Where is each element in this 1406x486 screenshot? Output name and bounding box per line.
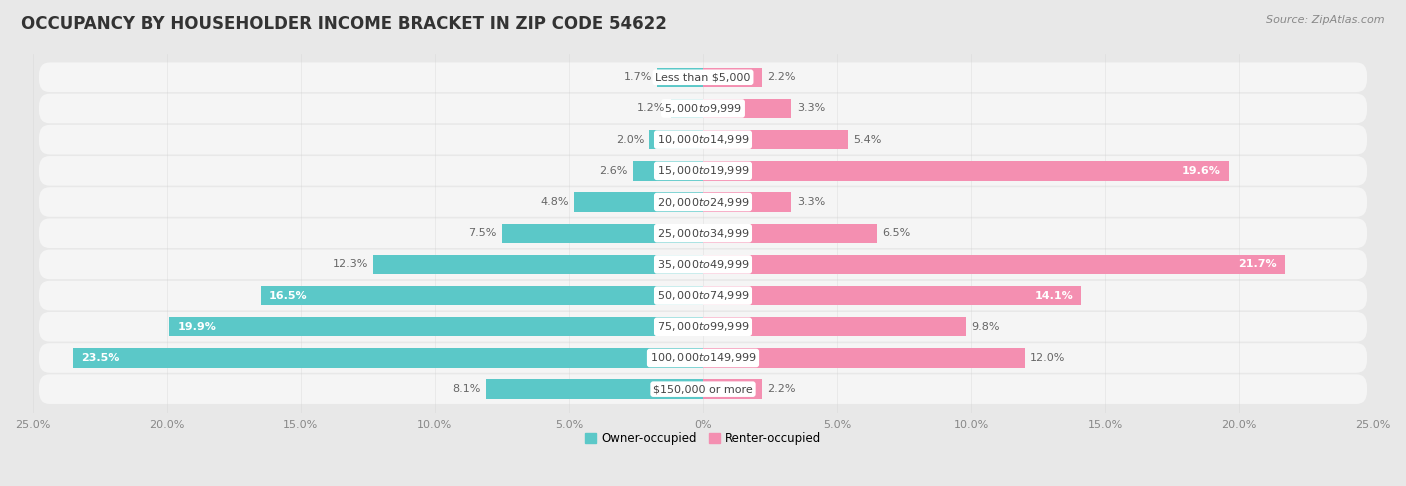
- Text: Less than $5,000: Less than $5,000: [655, 72, 751, 82]
- Bar: [703, 348, 1025, 367]
- FancyBboxPatch shape: [39, 281, 1367, 311]
- Text: 2.2%: 2.2%: [768, 384, 796, 394]
- Text: 19.9%: 19.9%: [177, 322, 217, 332]
- Text: $150,000 or more: $150,000 or more: [654, 384, 752, 394]
- Bar: [373, 255, 703, 274]
- FancyBboxPatch shape: [39, 63, 1367, 92]
- FancyBboxPatch shape: [39, 156, 1367, 186]
- Bar: [703, 161, 1229, 180]
- FancyBboxPatch shape: [39, 218, 1367, 248]
- FancyBboxPatch shape: [39, 125, 1367, 155]
- FancyBboxPatch shape: [39, 312, 1367, 342]
- Text: OCCUPANCY BY HOUSEHOLDER INCOME BRACKET IN ZIP CODE 54622: OCCUPANCY BY HOUSEHOLDER INCOME BRACKET …: [21, 15, 666, 33]
- Bar: [502, 224, 703, 243]
- Bar: [703, 130, 848, 149]
- FancyBboxPatch shape: [39, 343, 1367, 373]
- Text: 14.1%: 14.1%: [1035, 291, 1073, 301]
- Text: $100,000 to $149,999: $100,000 to $149,999: [650, 351, 756, 364]
- Text: 19.6%: 19.6%: [1181, 166, 1220, 176]
- Text: 7.5%: 7.5%: [468, 228, 496, 238]
- Text: 12.3%: 12.3%: [332, 260, 368, 269]
- FancyBboxPatch shape: [39, 94, 1367, 123]
- Bar: [671, 99, 703, 118]
- Text: 2.6%: 2.6%: [599, 166, 628, 176]
- Bar: [260, 286, 703, 305]
- Text: 3.3%: 3.3%: [797, 104, 825, 113]
- Text: $20,000 to $24,999: $20,000 to $24,999: [657, 195, 749, 208]
- Bar: [703, 192, 792, 212]
- Bar: [73, 348, 703, 367]
- Bar: [703, 286, 1081, 305]
- Text: 21.7%: 21.7%: [1239, 260, 1277, 269]
- Text: 2.0%: 2.0%: [616, 135, 644, 145]
- Text: Source: ZipAtlas.com: Source: ZipAtlas.com: [1267, 15, 1385, 25]
- Text: 12.0%: 12.0%: [1031, 353, 1066, 363]
- Text: 6.5%: 6.5%: [883, 228, 911, 238]
- Text: $10,000 to $14,999: $10,000 to $14,999: [657, 133, 749, 146]
- Text: 1.2%: 1.2%: [637, 104, 665, 113]
- Bar: [703, 317, 966, 336]
- Text: 16.5%: 16.5%: [269, 291, 308, 301]
- FancyBboxPatch shape: [39, 250, 1367, 279]
- Bar: [633, 161, 703, 180]
- Text: $5,000 to $9,999: $5,000 to $9,999: [664, 102, 742, 115]
- Bar: [703, 380, 762, 399]
- Text: 1.7%: 1.7%: [624, 72, 652, 82]
- Bar: [170, 317, 703, 336]
- Text: $75,000 to $99,999: $75,000 to $99,999: [657, 320, 749, 333]
- Text: 5.4%: 5.4%: [853, 135, 882, 145]
- Bar: [486, 380, 703, 399]
- Text: 8.1%: 8.1%: [453, 384, 481, 394]
- Bar: [703, 224, 877, 243]
- Text: 4.8%: 4.8%: [540, 197, 569, 207]
- FancyBboxPatch shape: [39, 374, 1367, 404]
- Bar: [703, 99, 792, 118]
- Text: 2.2%: 2.2%: [768, 72, 796, 82]
- Text: $25,000 to $34,999: $25,000 to $34,999: [657, 226, 749, 240]
- Text: $15,000 to $19,999: $15,000 to $19,999: [657, 164, 749, 177]
- Text: $35,000 to $49,999: $35,000 to $49,999: [657, 258, 749, 271]
- Text: $50,000 to $74,999: $50,000 to $74,999: [657, 289, 749, 302]
- Bar: [574, 192, 703, 212]
- Bar: [658, 68, 703, 87]
- Text: 3.3%: 3.3%: [797, 197, 825, 207]
- Text: 23.5%: 23.5%: [82, 353, 120, 363]
- Bar: [703, 68, 762, 87]
- Text: 9.8%: 9.8%: [972, 322, 1000, 332]
- Legend: Owner-occupied, Renter-occupied: Owner-occupied, Renter-occupied: [579, 427, 827, 450]
- Bar: [650, 130, 703, 149]
- FancyBboxPatch shape: [39, 187, 1367, 217]
- Bar: [703, 255, 1285, 274]
